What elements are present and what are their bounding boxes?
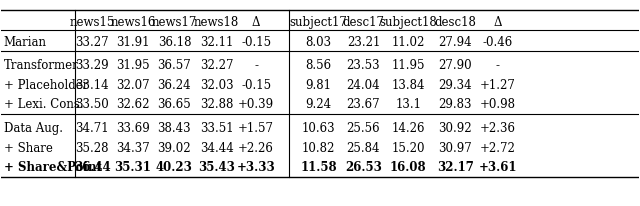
Text: 11.95: 11.95 — [392, 59, 425, 71]
Text: +0.98: +0.98 — [479, 98, 516, 111]
Text: news16: news16 — [110, 16, 156, 29]
Text: 11.02: 11.02 — [392, 35, 425, 48]
Text: 31.95: 31.95 — [116, 59, 150, 71]
Text: desc18: desc18 — [435, 16, 476, 29]
Text: news15: news15 — [69, 16, 115, 29]
Text: Marian: Marian — [4, 35, 47, 48]
Text: 25.84: 25.84 — [347, 141, 380, 154]
Text: subject17: subject17 — [290, 16, 348, 29]
Text: 11.58: 11.58 — [300, 161, 337, 174]
Text: 32.62: 32.62 — [116, 98, 150, 111]
Text: 26.53: 26.53 — [345, 161, 382, 174]
Text: 13.1: 13.1 — [395, 98, 421, 111]
Text: 38.43: 38.43 — [157, 121, 191, 134]
Text: 34.37: 34.37 — [116, 141, 150, 154]
Text: 35.28: 35.28 — [76, 141, 109, 154]
Text: 33.50: 33.50 — [75, 98, 109, 111]
Text: +3.33: +3.33 — [237, 161, 275, 174]
Text: +3.61: +3.61 — [478, 161, 516, 174]
Text: -: - — [254, 59, 258, 71]
Text: 34.44: 34.44 — [200, 141, 234, 154]
Text: 33.14: 33.14 — [76, 78, 109, 91]
Text: 27.94: 27.94 — [438, 35, 472, 48]
Text: 33.27: 33.27 — [76, 35, 109, 48]
Text: 30.92: 30.92 — [438, 121, 472, 134]
Text: Δ: Δ — [252, 16, 260, 29]
Text: 23.53: 23.53 — [347, 59, 380, 71]
Text: Data Aug.: Data Aug. — [4, 121, 63, 134]
Text: 35.31: 35.31 — [115, 161, 151, 174]
Text: 29.34: 29.34 — [438, 78, 472, 91]
Text: Δ: Δ — [493, 16, 502, 29]
Text: 36.44: 36.44 — [74, 161, 110, 174]
Text: 23.21: 23.21 — [347, 35, 380, 48]
Text: 8.03: 8.03 — [306, 35, 332, 48]
Text: 33.69: 33.69 — [116, 121, 150, 134]
Text: 39.02: 39.02 — [157, 141, 191, 154]
Text: Transformer: Transformer — [4, 59, 79, 71]
Text: -: - — [495, 59, 500, 71]
Text: + Lexi. Cons.: + Lexi. Cons. — [4, 98, 83, 111]
Text: 25.56: 25.56 — [347, 121, 380, 134]
Text: 33.29: 33.29 — [76, 59, 109, 71]
Text: + Share&Point: + Share&Point — [4, 161, 102, 174]
Text: 32.27: 32.27 — [200, 59, 234, 71]
Text: 23.67: 23.67 — [347, 98, 380, 111]
Text: 36.57: 36.57 — [157, 59, 191, 71]
Text: news17: news17 — [152, 16, 197, 29]
Text: +2.72: +2.72 — [479, 141, 515, 154]
Text: 40.23: 40.23 — [156, 161, 193, 174]
Text: 31.91: 31.91 — [116, 35, 150, 48]
Text: 32.07: 32.07 — [116, 78, 150, 91]
Text: 10.82: 10.82 — [302, 141, 335, 154]
Text: + Placeholder: + Placeholder — [4, 78, 88, 91]
Text: +0.39: +0.39 — [238, 98, 274, 111]
Text: -0.15: -0.15 — [241, 78, 271, 91]
Text: 32.11: 32.11 — [200, 35, 233, 48]
Text: -0.46: -0.46 — [483, 35, 513, 48]
Text: +1.27: +1.27 — [479, 78, 515, 91]
Text: 8.56: 8.56 — [306, 59, 332, 71]
Text: 32.17: 32.17 — [437, 161, 474, 174]
Text: + Share: + Share — [4, 141, 52, 154]
Text: 36.18: 36.18 — [157, 35, 191, 48]
Text: 36.65: 36.65 — [157, 98, 191, 111]
Text: 9.24: 9.24 — [306, 98, 332, 111]
Text: -0.15: -0.15 — [241, 35, 271, 48]
Text: 15.20: 15.20 — [392, 141, 425, 154]
Text: +1.57: +1.57 — [238, 121, 274, 134]
Text: 24.04: 24.04 — [347, 78, 380, 91]
Text: +2.36: +2.36 — [479, 121, 516, 134]
Text: 10.63: 10.63 — [302, 121, 335, 134]
Text: 34.71: 34.71 — [76, 121, 109, 134]
Text: 30.97: 30.97 — [438, 141, 472, 154]
Text: 27.90: 27.90 — [438, 59, 472, 71]
Text: 32.03: 32.03 — [200, 78, 234, 91]
Text: 14.26: 14.26 — [392, 121, 425, 134]
Text: 33.51: 33.51 — [200, 121, 234, 134]
Text: desc17: desc17 — [342, 16, 385, 29]
Text: news18: news18 — [194, 16, 239, 29]
Text: 36.24: 36.24 — [157, 78, 191, 91]
Text: subject18: subject18 — [380, 16, 437, 29]
Text: 32.88: 32.88 — [200, 98, 233, 111]
Text: 35.43: 35.43 — [198, 161, 235, 174]
Text: +2.26: +2.26 — [238, 141, 274, 154]
Text: 9.81: 9.81 — [306, 78, 332, 91]
Text: 29.83: 29.83 — [438, 98, 472, 111]
Text: 13.84: 13.84 — [392, 78, 425, 91]
Text: 16.08: 16.08 — [390, 161, 426, 174]
